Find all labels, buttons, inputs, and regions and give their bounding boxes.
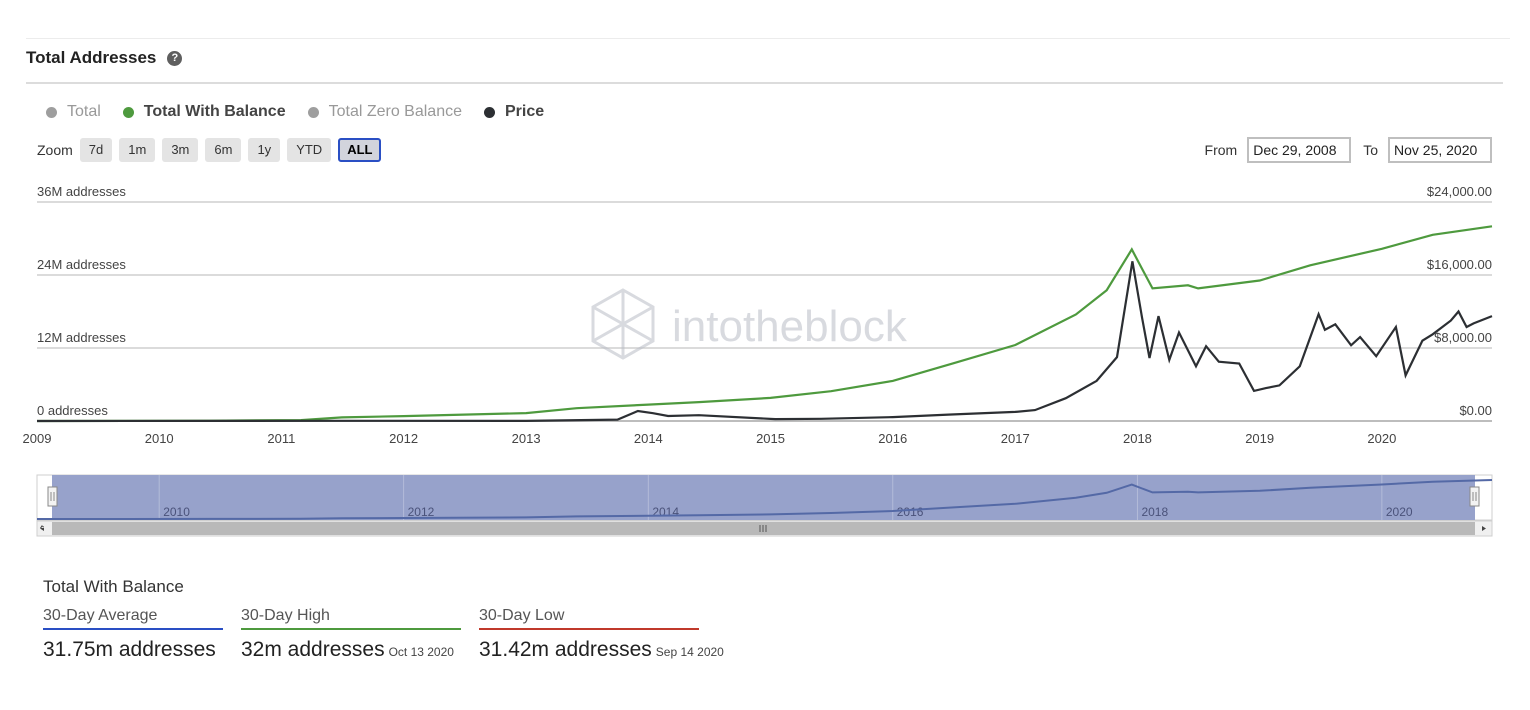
series-line-price bbox=[36, 261, 1493, 423]
cube-logo-icon bbox=[591, 288, 655, 360]
navigator-gridlines bbox=[158, 475, 1383, 520]
x-tick-label: 2017 bbox=[1001, 431, 1030, 446]
stat-value: 31.75m addresses bbox=[43, 638, 223, 662]
zoom-6m-button[interactable]: 6m bbox=[205, 138, 242, 162]
stat-date: Sep 14 2020 bbox=[655, 645, 724, 659]
x-axis-labels: 2009 2010 2011 2012 2013 2014 2015 2016 2017 2018… bbox=[23, 431, 1397, 446]
zoom-3m-button[interactable]: 3m bbox=[162, 138, 199, 162]
stat-value: 32m addresses Oct 13 2020 bbox=[241, 638, 461, 662]
y-tick-label-right: $8,000.00 bbox=[1434, 330, 1492, 345]
legend-item-price[interactable]: Price bbox=[484, 103, 544, 121]
navigator-label: 2010 bbox=[163, 505, 190, 519]
stat-label: 30-Day Average bbox=[43, 607, 223, 630]
x-tick-label: 2019 bbox=[1245, 431, 1274, 446]
legend: Total Total With Balance Total Zero Bala… bbox=[46, 103, 566, 121]
navigator: 2010 2012 2014 2016 2018 2020 bbox=[36, 474, 1493, 521]
zoom-1y-button[interactable]: 1y bbox=[248, 138, 281, 162]
navigator-label: 2014 bbox=[652, 505, 679, 519]
header-divider bbox=[26, 82, 1503, 84]
legend-label: Total Zero Balance bbox=[328, 103, 462, 120]
y-tick-label-right: $24,000.00 bbox=[1427, 184, 1492, 199]
to-label: To bbox=[1363, 142, 1378, 158]
stat-number: 32m addresses bbox=[241, 638, 385, 661]
chart-header: Total Addresses ? bbox=[26, 48, 183, 68]
stat-value: 31.42m addresses Sep 14 2020 bbox=[479, 638, 724, 662]
x-tick-label: 2009 bbox=[23, 431, 52, 446]
stat-label: 30-Day Low bbox=[479, 607, 699, 630]
series-line-total-with-balance bbox=[36, 225, 1493, 423]
x-tick-label: 2016 bbox=[878, 431, 907, 446]
x-tick-label: 2020 bbox=[1367, 431, 1396, 446]
stats-panel: Total With Balance 30-Day Average 31.75m… bbox=[43, 577, 742, 662]
navigator-left-handle[interactable] bbox=[47, 486, 58, 507]
chart-canvas: intotheblock 0 addresses 12M addresses 24M… bbox=[23, 184, 1493, 537]
legend-dot-icon bbox=[122, 106, 134, 118]
navigator-label: 2012 bbox=[408, 505, 435, 519]
zoom-1m-button[interactable]: 1m bbox=[119, 138, 156, 162]
y-tick-label-left: 0 addresses bbox=[37, 403, 108, 418]
x-tick-label: 2013 bbox=[512, 431, 541, 446]
stat-number: 31.75m addresses bbox=[43, 638, 216, 661]
zoom-controls: Zoom 7d 1m 3m 6m 1y YTD ALL bbox=[37, 138, 388, 162]
x-tick-label: 2015 bbox=[756, 431, 785, 446]
legend-dot-icon bbox=[307, 106, 319, 118]
stat-date: Oct 13 2020 bbox=[388, 645, 454, 659]
legend-label: Total bbox=[67, 103, 101, 120]
zoom-all-button[interactable]: ALL bbox=[338, 138, 382, 162]
stat-30-day-high: 30-Day High 32m addresses Oct 13 2020 bbox=[241, 607, 461, 662]
top-divider bbox=[26, 38, 1510, 39]
y-axis-left-labels: 0 addresses 12M addresses 24M addresses 36M… bbox=[37, 184, 126, 418]
stats-title: Total With Balance bbox=[43, 577, 184, 596]
legend-label: Total With Balance bbox=[143, 103, 286, 120]
navigator-label: 2018 bbox=[1141, 505, 1168, 519]
stat-30-day-average: 30-Day Average 31.75m addresses bbox=[43, 607, 223, 662]
watermark: intotheblock bbox=[591, 288, 908, 360]
navigator-labels: 2010 2012 2014 2016 2018 2020 bbox=[163, 505, 1413, 519]
from-label: From bbox=[1204, 142, 1238, 158]
scrollbar[interactable] bbox=[36, 520, 1493, 537]
scroll-left-arrow-icon[interactable] bbox=[40, 525, 44, 531]
help-icon[interactable]: ? bbox=[167, 50, 183, 66]
zoom-label: Zoom bbox=[37, 142, 73, 158]
navigator-selection[interactable] bbox=[52, 475, 1475, 520]
stat-label: 30-Day High bbox=[241, 607, 461, 630]
legend-dot-icon bbox=[46, 106, 57, 118]
stat-number: 31.42m addresses bbox=[479, 638, 652, 661]
scroll-right-arrow-icon[interactable] bbox=[1482, 526, 1486, 531]
navigator-label: 2020 bbox=[1386, 505, 1413, 519]
page-title: Total Addresses bbox=[26, 48, 157, 67]
zoom-ytd-button[interactable]: YTD bbox=[287, 138, 332, 162]
y-tick-label-right: $0.00 bbox=[1459, 403, 1492, 418]
navigator-label: 2016 bbox=[897, 505, 924, 519]
y-axis-right-labels: $0.00 $8,000.00 $16,000.00 $24,000.00 bbox=[1427, 184, 1492, 418]
to-date-input[interactable] bbox=[1388, 137, 1492, 163]
x-tick-label: 2011 bbox=[267, 431, 295, 446]
from-date-input[interactable] bbox=[1247, 137, 1352, 163]
y-tick-label-left: 24M addresses bbox=[37, 257, 126, 272]
drag-grip-icon bbox=[759, 525, 767, 532]
legend-dot-icon bbox=[484, 106, 495, 118]
y-tick-label-left: 12M addresses bbox=[37, 330, 126, 345]
x-tick-label: 2012 bbox=[389, 431, 418, 446]
date-range: From To bbox=[1205, 137, 1492, 163]
navigator-series-line bbox=[36, 479, 1493, 520]
x-tick-label: 2018 bbox=[1123, 431, 1152, 446]
navigator-right-handle[interactable] bbox=[1469, 486, 1480, 507]
x-tick-label: 2010 bbox=[145, 431, 174, 446]
watermark-text: intotheblock bbox=[672, 302, 908, 351]
legend-item-total-zero-balance[interactable]: Total Zero Balance bbox=[307, 103, 462, 121]
y-tick-label-right: $16,000.00 bbox=[1427, 257, 1492, 272]
x-tick-label: 2014 bbox=[634, 431, 663, 446]
legend-item-total-with-balance[interactable]: Total With Balance bbox=[122, 103, 286, 121]
y-tick-label-left: 36M addresses bbox=[37, 184, 126, 199]
zoom-7d-button[interactable]: 7d bbox=[79, 138, 113, 162]
legend-label: Price bbox=[505, 103, 545, 120]
legend-item-total[interactable]: Total bbox=[46, 103, 101, 121]
stat-30-day-low: 30-Day Low 31.42m addresses Sep 14 2020 bbox=[479, 607, 724, 662]
